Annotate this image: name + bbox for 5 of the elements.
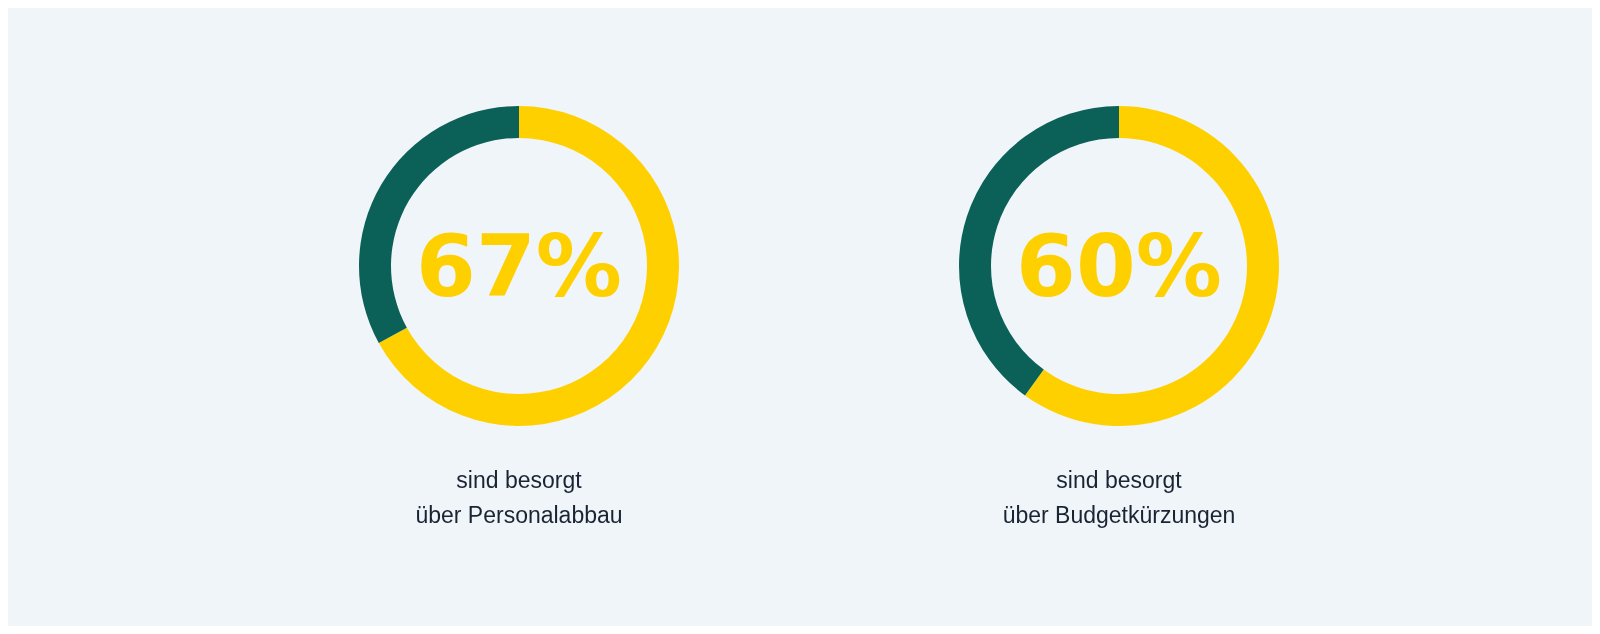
data-label: 67%	[416, 216, 622, 317]
donut-slice	[378, 106, 679, 426]
data-label: 60%	[1016, 216, 1222, 317]
text: sind besorgt über Personalabbau	[415, 467, 623, 528]
text: sind besorgt über Budgetkürzungen	[1002, 467, 1236, 528]
